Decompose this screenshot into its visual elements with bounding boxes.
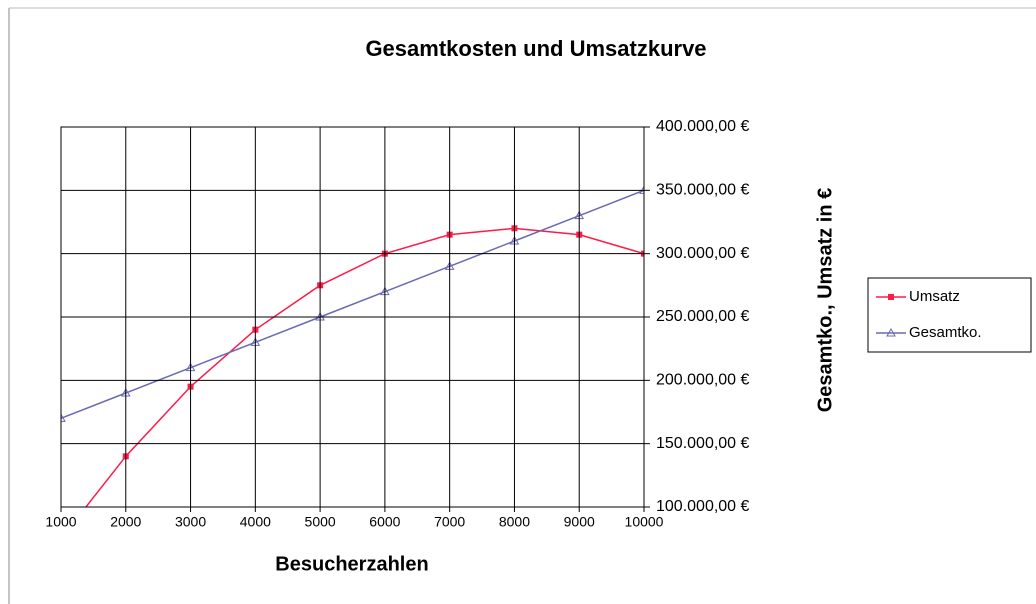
- x-tick-label: 9000: [564, 514, 595, 530]
- marker: [886, 327, 896, 337]
- legend-label: Gesamtko.: [909, 324, 982, 341]
- marker: [888, 294, 894, 300]
- series-line: [84, 227, 644, 507]
- y-tick-label: 100.000,00 €: [656, 498, 750, 515]
- y-tick-label: 300.000,00 €: [656, 245, 750, 262]
- y-tick-label: 250.000,00 €: [656, 308, 750, 325]
- x-tick-label: 6000: [369, 514, 400, 530]
- x-tick-label: 3000: [175, 514, 206, 530]
- x-tick-label: 7000: [434, 514, 465, 530]
- y-tick-label: 350.000,00 €: [656, 182, 750, 199]
- legend-label: Umsatz: [909, 288, 960, 305]
- x-tick-label: 5000: [305, 514, 336, 530]
- x-tick-label: 1000: [45, 514, 76, 530]
- x-tick-label: 4000: [240, 514, 271, 530]
- x-axis-title: Besucherzahlen: [275, 553, 428, 575]
- y-tick-label: 400.000,00 €: [656, 118, 750, 135]
- marker: [61, 413, 66, 422]
- x-tick-label: 2000: [110, 514, 141, 530]
- y-tick-label: 150.000,00 €: [656, 435, 750, 452]
- y-axis-title: Gesamtko., Umsatz in €: [814, 188, 836, 413]
- chart-title: Gesamtkosten und Umsatzkurve: [365, 36, 706, 61]
- y-tick-label: 200.000,00 €: [656, 372, 750, 389]
- x-tick-label: 8000: [499, 514, 530, 530]
- x-tick-label: 10000: [625, 514, 664, 530]
- legend: [867, 277, 1032, 353]
- plot-border: [60, 126, 645, 508]
